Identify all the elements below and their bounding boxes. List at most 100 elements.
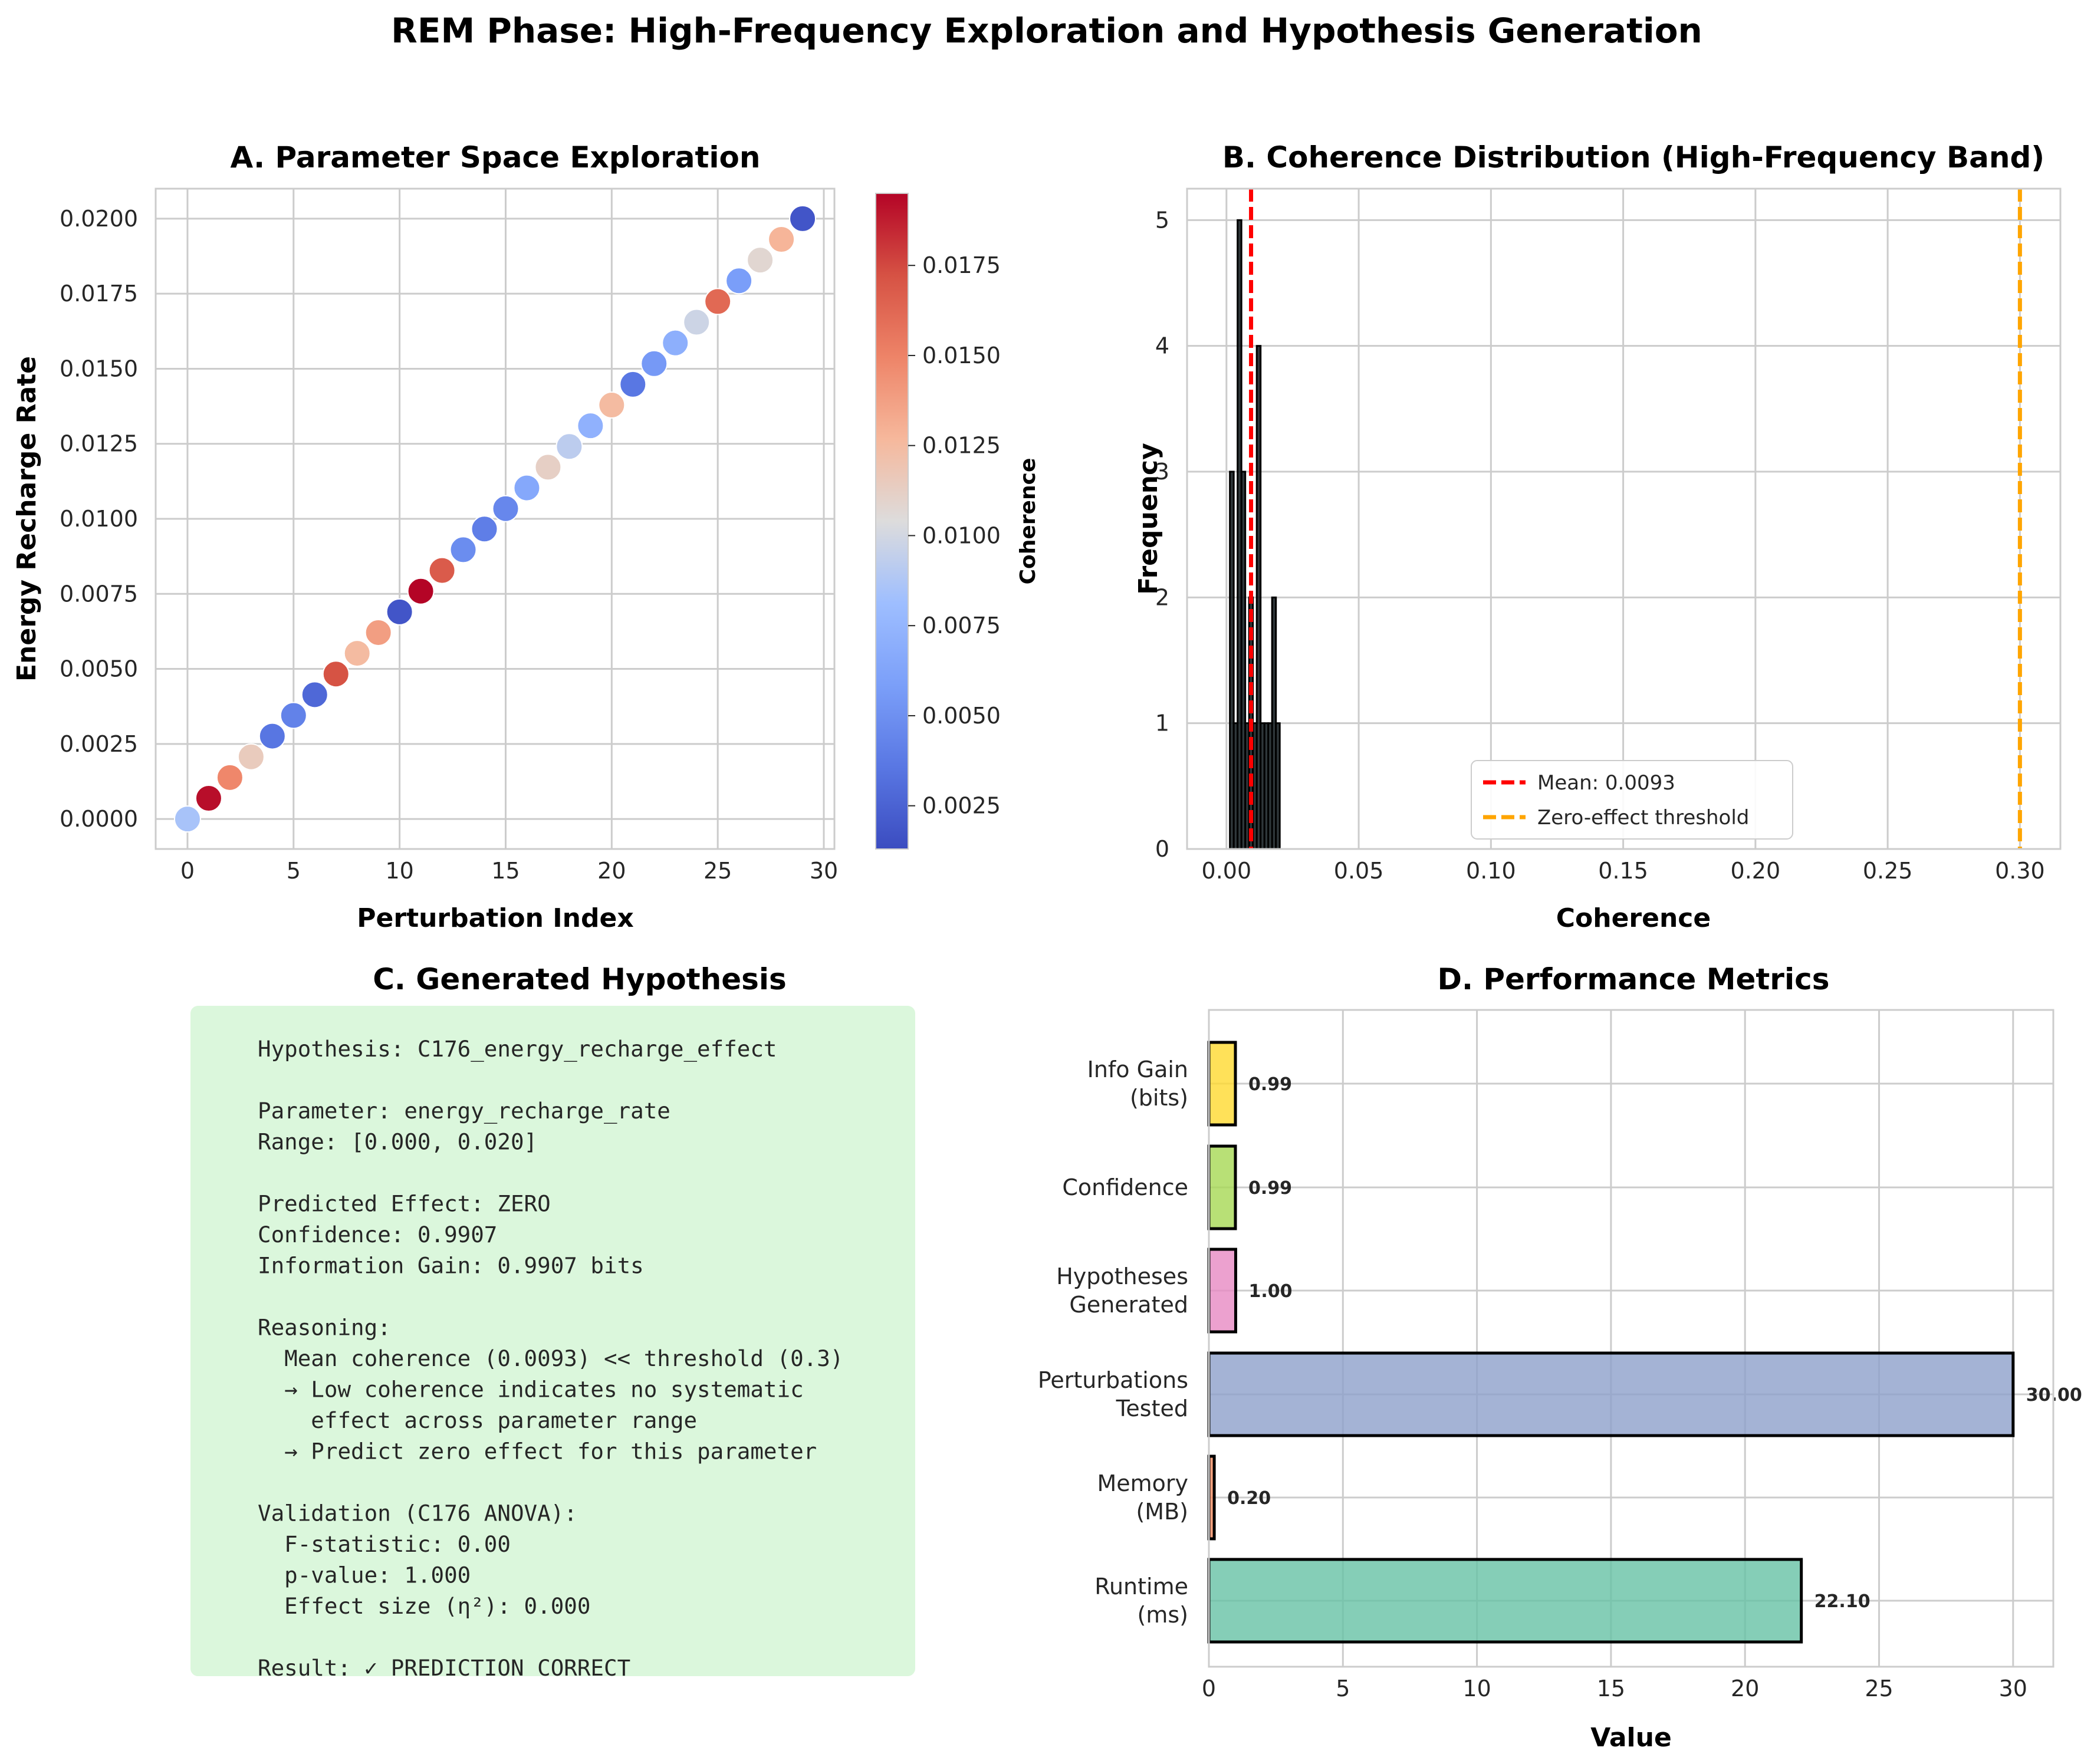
bar-value-label: 1.00 <box>1248 1281 1292 1302</box>
x-tick-label: 25 <box>1865 1676 1893 1702</box>
x-tick-label: 10 <box>385 858 413 884</box>
scatter-point <box>662 329 689 357</box>
panel-b-lines <box>1249 189 2022 849</box>
scatter-point <box>258 722 286 750</box>
scatter-point <box>407 577 435 605</box>
x-tick-label: 30 <box>1999 1676 2027 1702</box>
scatter-point <box>322 660 350 688</box>
y-tick-label: 0.0000 <box>60 806 138 832</box>
y-tick-label: 0.0025 <box>60 731 138 757</box>
y-tick-label: 0.0125 <box>60 431 138 457</box>
category-label: Tested <box>1116 1396 1188 1421</box>
hypothesis-line: Information Gain: 0.9907 bits <box>258 1253 644 1279</box>
scatter-point <box>195 784 222 812</box>
panel-b-bars <box>1229 219 1281 850</box>
scatter-point <box>428 557 456 584</box>
scatter-point <box>301 681 328 709</box>
panel-c: C. Generated Hypothesis Hypothesis: C176… <box>190 962 915 1681</box>
scatter-point <box>216 763 244 791</box>
scatter-point <box>492 495 520 522</box>
hypothesis-line: Confidence: 0.9907 <box>258 1222 497 1248</box>
panel-d-frame <box>1208 1009 2054 1668</box>
scatter-point <box>534 453 562 481</box>
panel-b-yticks: 0 1 2 3 4 5 <box>1155 207 1169 862</box>
y-tick-label: 2 <box>1155 584 1169 610</box>
scatter-point <box>280 702 307 729</box>
scatter-point <box>789 205 817 232</box>
hypothesis-line: p-value: 1.000 <box>258 1562 471 1588</box>
y-tick-label: 0.0050 <box>60 656 138 682</box>
x-tick-label: 0.30 <box>1995 858 2045 884</box>
colorbar-label: Coherence <box>1016 458 1040 585</box>
x-tick-label: 30 <box>810 858 838 884</box>
y-tick-label: 0.0150 <box>60 356 138 381</box>
bar-value-label: 0.20 <box>1227 1488 1271 1509</box>
x-tick-label: 0.20 <box>1731 858 1781 884</box>
panel-b-frame <box>1186 187 2062 850</box>
panel-b-xlabel: Coherence <box>1556 903 1711 933</box>
x-tick-label: 15 <box>1597 1676 1625 1702</box>
x-tick-label: 0 <box>180 858 195 884</box>
scatter-point <box>768 226 795 254</box>
category-label: Hypotheses <box>1056 1263 1188 1289</box>
bar-value-label: 0.99 <box>1248 1074 1292 1095</box>
hypothesis-box <box>190 1006 915 1676</box>
x-tick-label: 20 <box>1731 1676 1759 1702</box>
y-tick-label: 0.0175 <box>60 281 138 307</box>
panel-d-title: D. Performance Metrics <box>1437 962 1829 996</box>
category-label: Memory <box>1097 1470 1188 1496</box>
hypothesis-line: F-statistic: 0.00 <box>258 1531 511 1557</box>
scatter-point <box>619 370 647 398</box>
panel-d-xlabel: Value <box>1590 1723 1672 1753</box>
y-tick-label: 3 <box>1155 459 1169 485</box>
hypothesis-text: Hypothesis: C176_energy_recharge_effect P… <box>258 1036 843 1681</box>
colorbar-tick-label: 0.0025 <box>922 793 1001 819</box>
panel-a-xlabel: Perturbation Index <box>357 903 633 933</box>
scatter-point <box>513 474 541 502</box>
metric-bar <box>1207 1041 1237 1127</box>
scatter-point <box>598 391 626 419</box>
hypothesis-line: Hypothesis: C176_energy_recharge_effect <box>258 1036 777 1062</box>
metric-bar <box>1207 1351 2015 1437</box>
y-tick-label: 0.0075 <box>60 581 138 607</box>
x-tick-label: 25 <box>704 858 732 884</box>
x-tick-label: 0.15 <box>1598 858 1648 884</box>
x-tick-label: 0.10 <box>1466 858 1516 884</box>
panel-b: B. Coherence Distribution (High-Frequenc… <box>1133 140 2062 933</box>
scatter-point <box>173 805 201 833</box>
panel-a-title: A. Parameter Space Exploration <box>231 140 761 175</box>
metric-bar <box>1207 1144 1237 1230</box>
x-tick-label: 20 <box>597 858 626 884</box>
category-label: (ms) <box>1138 1602 1188 1628</box>
hypothesis-line: Effect size (η²): 0.000 <box>258 1593 590 1619</box>
colorbar-tick-label: 0.0150 <box>922 343 1001 368</box>
scatter-point <box>237 743 265 771</box>
colorbar-tick-label: 0.0075 <box>922 613 1001 639</box>
x-tick-label: 10 <box>1462 1676 1491 1702</box>
panel-a-frame <box>154 187 836 850</box>
x-tick-label: 0.00 <box>1202 858 1252 884</box>
hypothesis-line: Predicted Effect: ZERO <box>258 1191 551 1217</box>
panel-d-category-labels: Runtime(ms) Memory (MB) Perturbations Tested… <box>1038 1057 1188 1628</box>
hypothesis-line: effect across parameter range <box>258 1407 697 1433</box>
x-tick-label: 0.25 <box>1863 858 1913 884</box>
hypothesis-line: Reasoning: <box>258 1315 391 1341</box>
panel-a-points <box>173 205 817 833</box>
legend-threshold-label: Zero-effect threshold <box>1537 806 1749 830</box>
y-tick-label: 5 <box>1155 207 1169 233</box>
metric-bar <box>1207 1558 1803 1644</box>
bar-value-label: 22.10 <box>1814 1591 1871 1612</box>
histogram-bar <box>1275 722 1281 850</box>
category-label: Confidence <box>1062 1174 1188 1200</box>
panel-c-title: C. Generated Hypothesis <box>373 962 787 996</box>
hypothesis-line: Mean coherence (0.0093) << threshold (0.… <box>258 1345 843 1371</box>
hypothesis-line: Validation (C176 ANOVA): <box>258 1500 577 1526</box>
colorbar-tick-label: 0.0175 <box>922 252 1001 278</box>
scatter-point <box>449 536 477 564</box>
scatter-point <box>555 433 583 460</box>
panel-b-ylabel: Frequency <box>1133 443 1163 595</box>
category-label: (bits) <box>1130 1085 1188 1111</box>
colorbar-tick-label: 0.0100 <box>922 522 1001 548</box>
